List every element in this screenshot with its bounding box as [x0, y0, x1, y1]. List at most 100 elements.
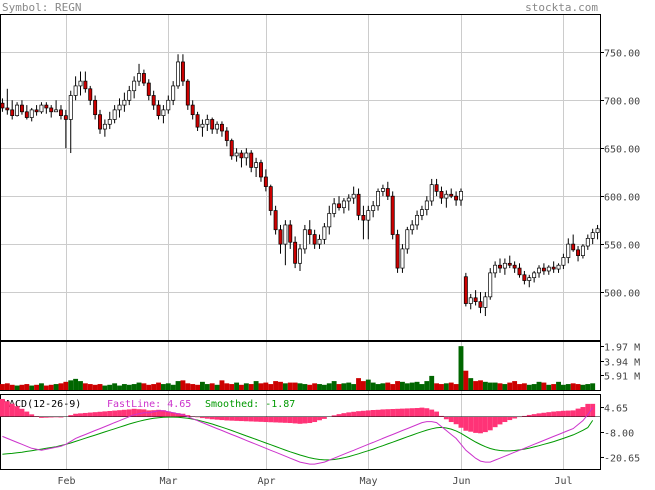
- volume-bar: [395, 381, 400, 390]
- candle-up: [206, 119, 209, 124]
- macd-histogram-bar: [283, 417, 288, 423]
- macd-histogram-bar: [341, 413, 346, 417]
- volume-bar: [376, 384, 381, 390]
- macd-histogram-bar: [259, 417, 264, 422]
- volume-bar: [268, 384, 273, 390]
- volume-bar: [83, 383, 88, 390]
- macd-histogram-bar: [122, 410, 127, 417]
- candle-up: [328, 213, 331, 226]
- x-tick-label: Feb: [57, 476, 75, 486]
- macd-histogram-bar: [93, 412, 98, 417]
- macd-tick-label: -8.00: [604, 429, 634, 440]
- volume-bar: [200, 382, 205, 390]
- candle-down: [35, 110, 38, 112]
- candle-up: [411, 225, 414, 230]
- candle-down: [274, 211, 277, 230]
- candle-up: [254, 163, 257, 168]
- macd-histogram-bar: [434, 412, 439, 417]
- macd-histogram-bar: [493, 417, 498, 427]
- candle-up: [69, 96, 72, 120]
- volume-bar: [537, 382, 542, 390]
- candle-up: [215, 124, 218, 129]
- volume-bar: [566, 384, 571, 390]
- candle-down: [391, 196, 394, 234]
- candle-down: [142, 73, 145, 83]
- x-tick-label: May: [359, 476, 377, 486]
- macd-histogram-bar: [15, 406, 20, 416]
- macd-histogram-bar: [224, 417, 229, 421]
- candle-up: [40, 105, 43, 112]
- volume-bar: [278, 382, 283, 390]
- macd-histogram-bar: [273, 417, 278, 423]
- macd-histogram-bar: [268, 417, 273, 423]
- candle-up: [367, 211, 370, 221]
- macd-tick-label: 4.65: [604, 404, 628, 415]
- grid-lines: [0, 14, 600, 470]
- volume-tick-label: 5.91 M: [604, 372, 640, 383]
- volume-bar: [322, 385, 327, 390]
- macd-histogram-bar: [244, 417, 249, 422]
- candle-up: [406, 230, 409, 249]
- volume-bar: [34, 385, 39, 390]
- macd-histogram-bar: [541, 413, 546, 417]
- volume-bar: [312, 383, 317, 390]
- macd-histogram-bar: [415, 408, 420, 417]
- candle-down: [59, 110, 62, 116]
- volume-bar: [141, 383, 146, 390]
- volume-bar: [93, 385, 98, 390]
- volume-bar: [307, 385, 312, 390]
- x-tick-label: Apr: [257, 476, 275, 486]
- candle-up: [133, 81, 136, 91]
- volume-bar: [551, 384, 556, 390]
- candle-up: [201, 124, 204, 127]
- volume-bar: [29, 386, 34, 390]
- macd-histogram-bar: [278, 417, 283, 423]
- volume-bar: [5, 383, 10, 390]
- macd-histogram-bar: [24, 412, 29, 417]
- macd-smoothed-label: Smoothed: -1.87: [205, 399, 295, 410]
- macd-histogram-bar: [322, 417, 327, 419]
- volume-bar: [502, 384, 507, 390]
- candle-down: [440, 191, 443, 198]
- candle-down: [6, 108, 9, 110]
- volume-bar: [585, 384, 590, 390]
- candle-down: [240, 153, 243, 158]
- candle-down: [152, 96, 155, 106]
- candle-down: [181, 62, 184, 81]
- volume-bar: [405, 383, 410, 390]
- volume-bar: [205, 384, 210, 390]
- macd-histogram-bar: [395, 409, 400, 417]
- candle-up: [167, 100, 170, 110]
- candle-down: [157, 105, 160, 116]
- candle-down: [313, 235, 316, 245]
- candle-up: [503, 263, 506, 268]
- volume-bar: [63, 382, 68, 390]
- volume-bar: [10, 385, 15, 390]
- volume-bar: [20, 385, 25, 390]
- macd-histogram-bar: [210, 417, 215, 420]
- macd-histogram-bar: [576, 409, 581, 417]
- volume-bar: [156, 383, 161, 390]
- volume-bar: [283, 383, 288, 390]
- volume-bar: [380, 383, 385, 390]
- candle-down: [552, 267, 555, 269]
- candle-down: [542, 268, 545, 271]
- volume-bar: [244, 383, 249, 390]
- volume-bar: [185, 383, 190, 390]
- macd-histogram-bar: [483, 417, 488, 432]
- volume-bar: [561, 385, 566, 390]
- macd-histogram-bar: [405, 408, 410, 416]
- candle-up: [113, 110, 116, 120]
- candle-up: [298, 249, 301, 263]
- volume-bar: [429, 376, 434, 390]
- macd-histogram-bar: [361, 411, 366, 417]
- macd-histogram-bar: [380, 409, 385, 416]
- candle-down: [250, 153, 253, 167]
- candle-down: [269, 187, 272, 211]
- candle-up: [562, 258, 565, 266]
- volume-bar: [400, 382, 405, 390]
- volume-bar: [478, 380, 483, 390]
- macd-histogram-bar: [429, 410, 434, 417]
- candle-down: [1, 103, 4, 108]
